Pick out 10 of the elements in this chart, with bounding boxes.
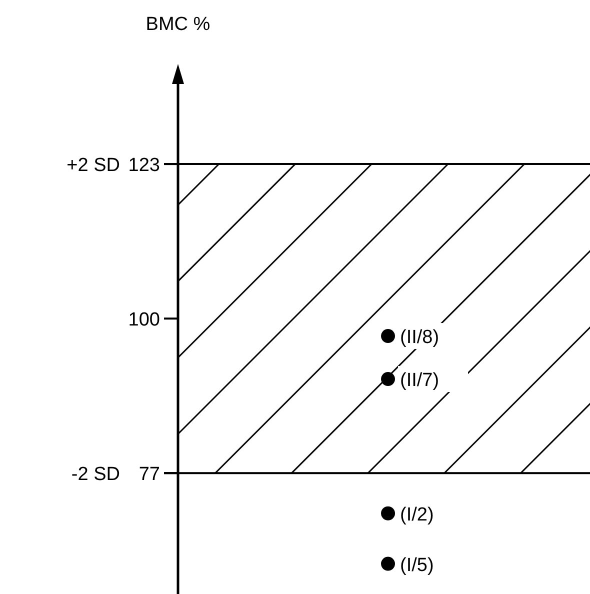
series-label: (I/2) — [400, 504, 434, 526]
ref-line-label: +2 SD — [66, 155, 120, 176]
series-label: (I/5) — [400, 554, 434, 576]
y-axis-title: BMC % — [146, 14, 210, 35]
series-label: (II/7) — [400, 370, 440, 392]
y-tick-label: 77 — [138, 464, 160, 486]
y-tick-label: 123 — [128, 155, 160, 176]
y-tick-label: 100 — [128, 310, 160, 331]
series-label: (II/8) — [400, 327, 440, 348]
ref-line-label: -2 SD — [71, 464, 120, 486]
